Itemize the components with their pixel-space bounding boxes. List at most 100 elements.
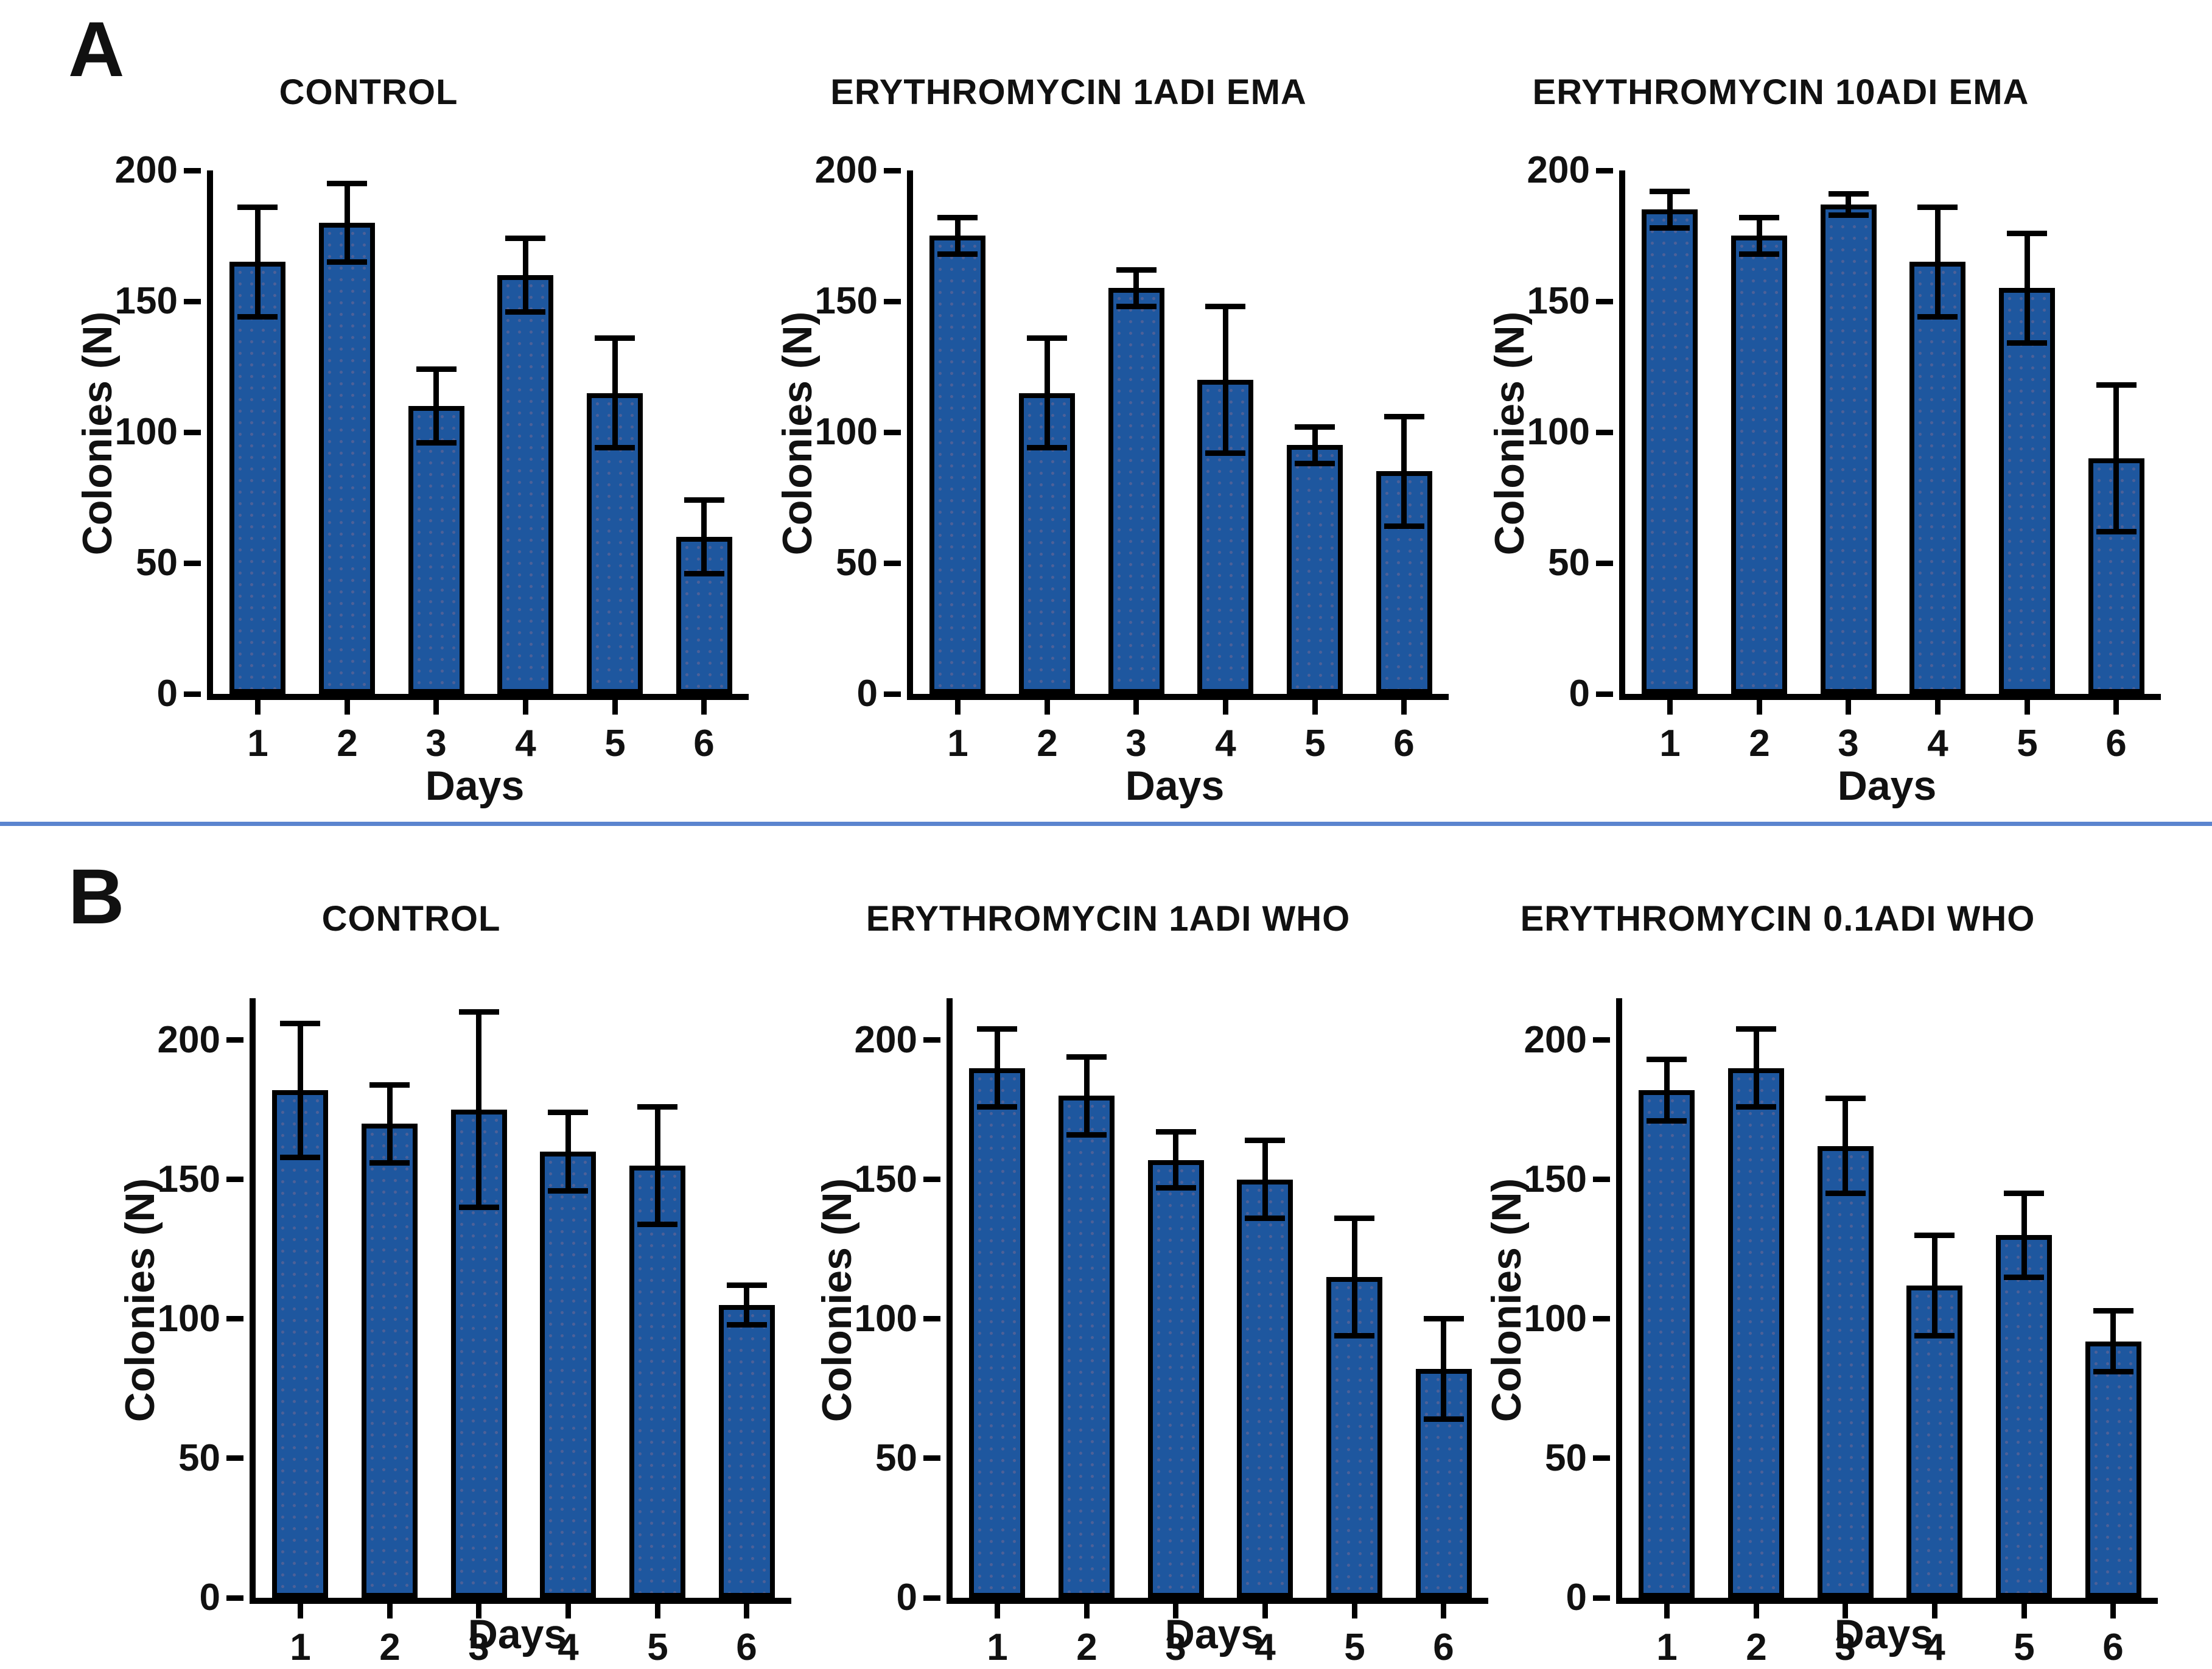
error-bar-cap-bottom	[1917, 314, 1958, 320]
x-tick-label: 6	[693, 723, 715, 765]
error-bar-cap-top	[237, 205, 278, 210]
error-bar-whisker	[2021, 1194, 2027, 1277]
bar-day-1	[1639, 1090, 1695, 1598]
x-tick-mark	[1753, 1604, 1759, 1618]
error-bar-cap-top	[1205, 304, 1246, 309]
panel-b-letter: B	[68, 853, 125, 940]
y-tick-mark	[884, 429, 901, 435]
error-bar-whisker	[1351, 1219, 1357, 1335]
x-tick-label: 4	[1927, 723, 1948, 765]
y-tick-label: 150	[1527, 280, 1590, 322]
y-tick-label: 100	[157, 1297, 220, 1340]
plot-area: 0 50 100 150 200 1 2 3 4 5 6	[1527, 152, 2161, 765]
y-tick-label: 50	[178, 1436, 220, 1479]
error-bar-cap-bottom	[369, 1160, 410, 1166]
plot-area: 0 50 100 150 200 1 2 3 4 5 6	[815, 152, 1449, 765]
error-bar-whisker	[1753, 1029, 1759, 1107]
bar-day-2	[1059, 1096, 1115, 1598]
error-bar-cap-top	[937, 215, 978, 220]
error-bar-cap-top	[1914, 1233, 1955, 1238]
error-bar-whisker	[1934, 207, 1941, 317]
y-tick-label: 50	[1548, 542, 1590, 584]
error-bar-cap-bottom	[548, 1188, 589, 1194]
y-tick-label: 100	[854, 1297, 917, 1340]
bar-day-4	[1237, 1180, 1293, 1598]
error-bar-cap-top	[684, 497, 724, 503]
error-bar-cap-top	[1825, 1096, 1866, 1101]
x-tick-label: 3	[1125, 723, 1147, 765]
error-bar-whisker	[1667, 192, 1673, 228]
error-bar-cap-top	[1295, 424, 1335, 430]
y-tick-mark	[226, 1455, 243, 1461]
bar-day-2	[1728, 1068, 1784, 1598]
y-tick-mark	[184, 560, 201, 566]
y-tick-mark	[1593, 1037, 1610, 1043]
y-tick-label: 200	[1527, 149, 1590, 191]
y-tick-label: 200	[157, 1018, 220, 1061]
bar-day-5	[629, 1166, 685, 1598]
x-tick-mark	[297, 1604, 303, 1618]
error-bar-whisker	[2110, 1310, 2116, 1372]
error-bar-whisker	[701, 500, 707, 573]
error-bar-whisker	[2024, 233, 2030, 343]
error-bar-cap-bottom	[327, 259, 367, 265]
error-bar-whisker	[994, 1029, 1000, 1107]
panel-b: B CONTROL Colonies (N) 0 50 100 150 200 1 2 3 4 5…	[0, 827, 2212, 1668]
x-tick-mark	[254, 700, 261, 715]
bar-day-2	[1731, 236, 1787, 694]
error-bar-cap-top	[1647, 1057, 1687, 1062]
y-tick-label: 150	[1524, 1158, 1587, 1200]
bar-day-1	[929, 236, 985, 694]
y-tick-mark	[226, 1177, 243, 1183]
x-tick-mark	[1846, 700, 1852, 715]
x-tick-label: 6	[2105, 723, 2127, 765]
y-tick-mark	[923, 1037, 940, 1043]
bar-day-3	[1108, 288, 1164, 694]
x-tick-label: 2	[1037, 723, 1058, 765]
y-tick-mark	[226, 1316, 243, 1322]
error-bar-cap-top	[2007, 231, 2047, 236]
error-bar-cap-top	[1027, 335, 1067, 341]
error-bar-cap-top	[1917, 205, 1958, 210]
x-tick-mark	[2110, 1604, 2116, 1618]
error-bar-cap-bottom	[726, 1322, 767, 1328]
x-tick-label: 5	[647, 1626, 668, 1668]
y-tick-mark	[1596, 298, 1613, 304]
x-tick-label: 6	[1393, 723, 1415, 765]
error-bar-cap-top	[1423, 1316, 1464, 1321]
panel-divider-line	[0, 822, 2212, 826]
error-bar-whisker	[297, 1023, 303, 1157]
error-bar-cap-bottom	[505, 309, 546, 315]
error-bar-cap-top	[1116, 267, 1157, 273]
x-tick-label: 1	[1656, 1626, 1678, 1668]
y-tick-label: 50	[136, 542, 178, 584]
error-bar-cap-top	[1650, 189, 1690, 194]
error-bar-cap-top	[2004, 1191, 2044, 1196]
x-tick-label: 3	[425, 723, 447, 765]
error-bar-cap-top	[327, 181, 367, 186]
x-tick-mark	[1401, 700, 1407, 715]
error-bar-cap-top	[1245, 1138, 1286, 1143]
x-tick-mark	[2024, 700, 2030, 715]
chart-b-erythromycin-01adi-who: ERYTHROMYCIN 0.1ADI WHO Colonies (N) 0 50…	[1409, 827, 2158, 1668]
chart-title: ERYTHROMYCIN 0.1ADI WHO	[1520, 899, 2035, 939]
plot-area: 0 50 100 150 200 1 2 3 4 5 6	[158, 998, 791, 1668]
y-tick-label: 0	[156, 673, 178, 715]
x-tick-label: 5	[1304, 723, 1326, 765]
panel-a: A CONTROL Colonies (N) 0 50 100 150 200 1 2 3 4 5…	[0, 0, 2212, 823]
bar-day-4	[1909, 262, 1965, 694]
y-tick-mark	[1593, 1316, 1610, 1322]
y-tick-mark	[923, 1595, 940, 1601]
error-bar-whisker	[387, 1085, 393, 1163]
error-bar-cap-bottom	[1739, 251, 1779, 257]
y-tick-label: 150	[854, 1158, 917, 1200]
y-tick-label: 150	[814, 280, 878, 322]
x-axis-label: Days	[1164, 1611, 1264, 1657]
bar-day-3	[1148, 1160, 1204, 1598]
error-bar-cap-bottom	[2096, 529, 2137, 534]
x-axis-label: Days	[425, 763, 525, 809]
chart-a-erythromycin-1adi-ema: ERYTHROMYCIN 1ADI EMA Colonies (N) 0 50 10…	[700, 0, 1449, 823]
x-tick-label: 1	[1659, 723, 1681, 765]
chart-title: ERYTHROMYCIN 10ADI EMA	[1532, 72, 2029, 112]
x-tick-label: 4	[1215, 723, 1236, 765]
